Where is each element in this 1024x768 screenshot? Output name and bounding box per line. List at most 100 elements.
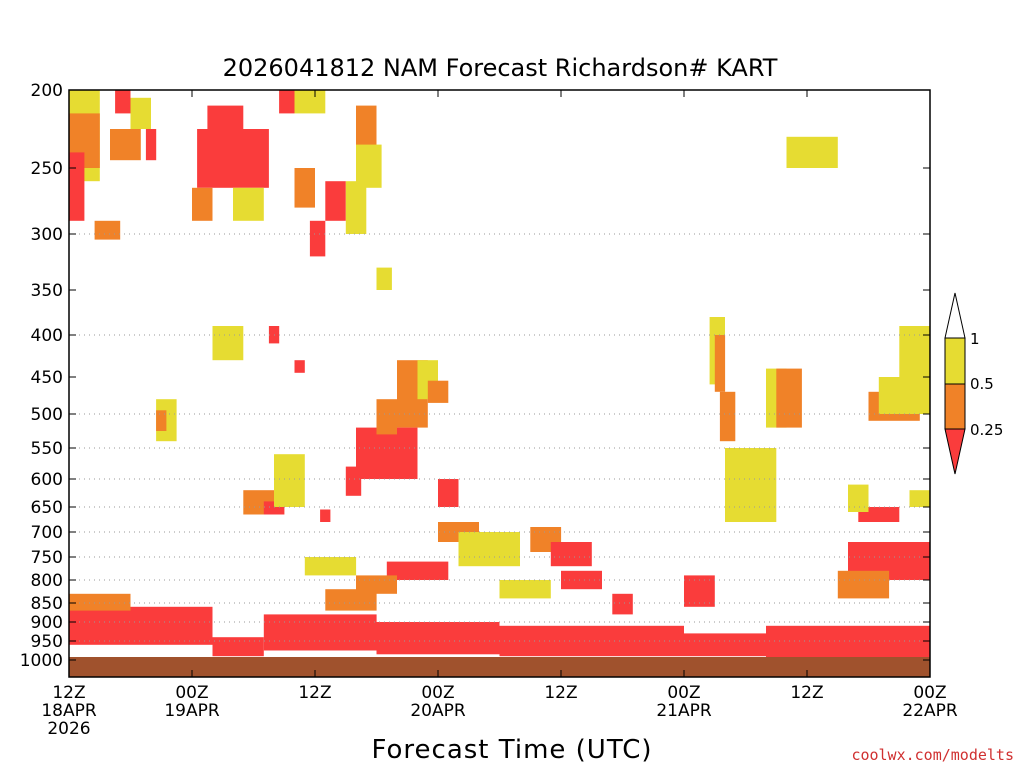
heatmap-cell-red bbox=[376, 622, 500, 655]
x-tick-label-0-2: 2026 bbox=[47, 719, 90, 739]
heatmap-cell-orange bbox=[376, 399, 397, 435]
x-tick-label-0-1: 18APR bbox=[41, 701, 97, 721]
y-tick-label-250: 250 bbox=[31, 159, 63, 179]
heatmap-cell-yellow bbox=[233, 187, 264, 221]
heatmap-cell-orange bbox=[776, 368, 802, 428]
heatmap-cell-yellow bbox=[909, 490, 930, 507]
x-tick-label-12-0: 00Z bbox=[175, 683, 208, 703]
heatmap-cell-yellow bbox=[345, 181, 367, 234]
chart-title: 2026041812 NAM Forecast Richardson# KART bbox=[223, 54, 778, 82]
heatmap-cell-red bbox=[345, 466, 362, 496]
heatmap-cell-red bbox=[684, 633, 766, 657]
heatmap-cell-red bbox=[309, 220, 326, 257]
heatmap-cell-yellow bbox=[899, 326, 931, 377]
heatmap-cell-yellow bbox=[376, 267, 392, 290]
ground-layer bbox=[69, 657, 930, 677]
y-tick-label-800: 800 bbox=[31, 571, 63, 591]
heatmap-cell-yellow bbox=[356, 144, 382, 188]
gridlines bbox=[69, 233, 930, 642]
colorbar-label-1: 1 bbox=[970, 330, 980, 348]
heatmap-cell-yellow bbox=[878, 377, 931, 414]
y-tick-label-550: 550 bbox=[31, 439, 63, 459]
y-tick-label-750: 750 bbox=[31, 548, 63, 568]
y-tick-label-450: 450 bbox=[31, 368, 63, 388]
heatmap-cell-red bbox=[207, 105, 244, 129]
y-tick-label-650: 650 bbox=[31, 498, 63, 518]
heatmap-cell-red bbox=[612, 593, 633, 615]
heatmap-cell-red bbox=[197, 129, 269, 188]
heatmap-cell-red bbox=[263, 614, 377, 651]
x-tick-label-24-0: 12Z bbox=[298, 683, 331, 703]
heatmap-cells bbox=[69, 90, 931, 660]
y-tick-label-600: 600 bbox=[31, 470, 63, 490]
y-tick-label-400: 400 bbox=[31, 326, 63, 346]
heatmap-cell-yellow bbox=[294, 90, 326, 114]
y-tick-label-500: 500 bbox=[31, 405, 63, 425]
heatmap-cell-orange bbox=[110, 129, 141, 161]
heatmap-cell-red bbox=[145, 129, 157, 161]
heatmap-cell-orange bbox=[192, 187, 213, 221]
heatmap-cell-red bbox=[325, 181, 346, 221]
x-tick-label-48-0: 12Z bbox=[544, 683, 577, 703]
heatmap-cell-orange bbox=[714, 335, 726, 392]
x-tick-label-60-1: 21APR bbox=[656, 701, 712, 721]
colorbar-bin-orange bbox=[944, 383, 966, 430]
x-tick-label-12-1: 19APR bbox=[164, 701, 220, 721]
y-tick-label-950: 950 bbox=[31, 632, 63, 652]
x-tick-label-84-1: 22APR bbox=[902, 701, 958, 721]
y-axis: 200 250 300 350 400 450 500 550 600 650 700 750 800 8… bbox=[20, 81, 930, 671]
heatmap-cell-orange bbox=[94, 220, 121, 240]
heatmap-cell-yellow bbox=[274, 454, 305, 507]
heatmap-cell-red bbox=[550, 542, 592, 567]
heatmap-cell-red bbox=[684, 575, 715, 607]
heatmap-cell-yellow bbox=[848, 484, 869, 512]
colorbar-label-0-5: 0.5 bbox=[970, 375, 994, 393]
x-tick-label-36-0: 00Z bbox=[421, 683, 454, 703]
heatmap-cell-yellow bbox=[130, 97, 151, 129]
heatmap-cell-red bbox=[212, 637, 264, 657]
x-tick-label-0-0: 12Z bbox=[52, 683, 85, 703]
y-tick-label-1000: 1000 bbox=[20, 651, 63, 671]
ground-fill bbox=[69, 657, 930, 677]
heatmap-cell-red bbox=[356, 427, 418, 479]
colorbar-label-0-25: 0.25 bbox=[970, 421, 1003, 439]
y-tick-label-850: 850 bbox=[31, 594, 63, 614]
heatmap-cell-red bbox=[115, 90, 131, 114]
heatmap-cell-yellow bbox=[304, 557, 357, 576]
plot-frame bbox=[68, 89, 931, 678]
heatmap-cell-orange bbox=[837, 570, 890, 599]
heatmap-cell-yellow bbox=[212, 326, 244, 361]
heatmap-cell-orange bbox=[719, 391, 736, 442]
heatmap-cell-orange bbox=[325, 589, 377, 611]
colorbar-legend: 1 0.5 0.25 bbox=[944, 292, 1003, 475]
heatmap-cell-orange bbox=[69, 593, 131, 611]
y-tick-label-350: 350 bbox=[31, 281, 63, 301]
heatmap-cell-red bbox=[320, 509, 331, 522]
y-tick-label-200: 200 bbox=[31, 81, 63, 101]
y-tick-label-900: 900 bbox=[31, 613, 63, 633]
heatmap-cell-orange bbox=[294, 168, 315, 208]
y-tick-label-300: 300 bbox=[31, 225, 63, 245]
x-tick-label-36-1: 20APR bbox=[410, 701, 466, 721]
colorbar-bin-yellow bbox=[944, 337, 966, 385]
heatmap-cell-yellow bbox=[786, 136, 838, 168]
heatmap-cell-yellow bbox=[725, 448, 777, 522]
heatmap-cell-red bbox=[561, 570, 602, 590]
heatmap-cell-red bbox=[69, 152, 85, 221]
heatmap-cell-orange bbox=[356, 105, 377, 153]
x-axis-label: Forecast Time (UTC) bbox=[371, 735, 652, 765]
heatmap-cell-orange bbox=[427, 380, 449, 403]
credit-text[interactable]: coolwx.com/modelts bbox=[851, 746, 1014, 764]
y-tick-label-700: 700 bbox=[31, 523, 63, 543]
heatmap-cell-red bbox=[499, 625, 684, 657]
x-tick-label-60-0: 00Z bbox=[667, 683, 700, 703]
heatmap-cell-orange bbox=[156, 410, 167, 431]
heatmap-cell-red bbox=[858, 507, 900, 522]
heatmap-cell-red bbox=[386, 561, 449, 580]
heatmap-cell-yellow bbox=[499, 580, 551, 599]
colorbar-bin-red bbox=[944, 428, 966, 475]
heatmap-cell-red bbox=[279, 90, 295, 114]
x-tick-label-72-0: 12Z bbox=[790, 683, 823, 703]
